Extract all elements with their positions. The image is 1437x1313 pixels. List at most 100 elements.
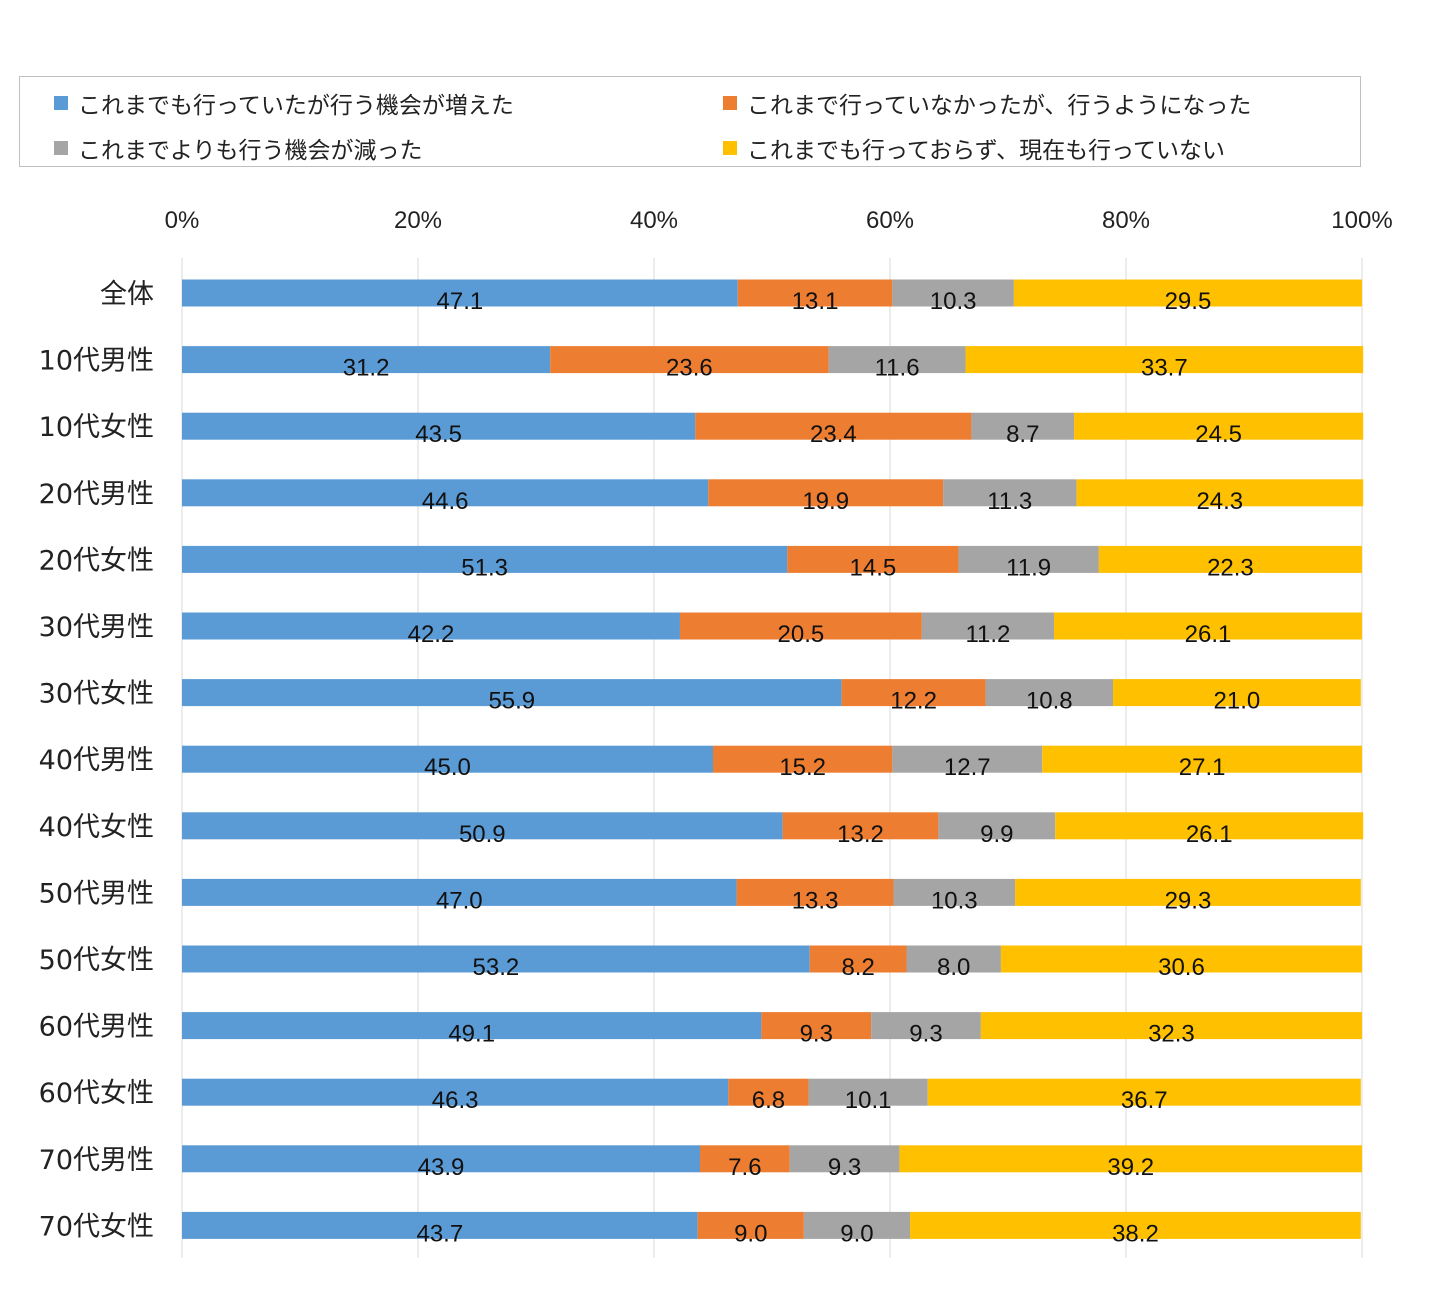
x-tick-label: 60% <box>866 207 914 234</box>
bar-segment <box>927 1078 1361 1106</box>
bar-segment <box>899 1145 1362 1173</box>
data-label: 21.0 <box>1214 688 1261 715</box>
data-label: 29.5 <box>1165 288 1212 315</box>
bar-segment <box>871 1012 981 1040</box>
data-label: 13.1 <box>792 288 839 315</box>
category-label: 50代女性 <box>39 945 154 976</box>
data-label: 42.2 <box>408 621 455 648</box>
data-label: 24.5 <box>1195 421 1242 448</box>
bar-segment <box>182 945 810 973</box>
data-label: 9.0 <box>840 1220 873 1247</box>
bar-segment <box>728 1078 809 1106</box>
data-label: 24.3 <box>1196 488 1243 515</box>
x-tick-label: 0% <box>165 207 200 234</box>
category-label: 70代女性 <box>39 1211 154 1242</box>
data-label: 20.5 <box>778 621 825 648</box>
legend-swatch-never <box>723 141 737 155</box>
bar-segment <box>971 412 1075 440</box>
bar-segment <box>892 745 1043 773</box>
bar-segment <box>679 612 922 640</box>
data-label: 10.8 <box>1026 688 1073 715</box>
data-label: 43.9 <box>418 1154 465 1181</box>
bar-segment <box>182 679 842 707</box>
data-label: 9.3 <box>828 1154 861 1181</box>
data-label: 19.9 <box>802 488 849 515</box>
data-label: 13.2 <box>837 821 884 848</box>
data-label: 9.9 <box>980 821 1013 848</box>
bar-segment <box>550 346 829 374</box>
bar-segment <box>182 346 551 374</box>
category-label: 70代男性 <box>39 1145 154 1176</box>
bar-segment <box>737 279 893 307</box>
data-label: 53.2 <box>473 954 520 981</box>
data-label: 15.2 <box>779 754 826 781</box>
data-label: 44.6 <box>422 488 469 515</box>
category-label: 40代女性 <box>39 812 154 843</box>
legend-label-increased: これまでも行っていたが行う機会が増えた <box>78 93 514 119</box>
x-tick-label: 100% <box>1331 207 1392 234</box>
chart-legend: これまでも行っていたが行う機会が増えた これまで行っていなかったが、行うようにな… <box>19 76 1361 167</box>
data-label: 47.0 <box>436 887 483 914</box>
category-label: 60代男性 <box>39 1012 154 1043</box>
bar-segment <box>182 412 696 440</box>
legend-label-never: これまでも行っておらず、現在も行っていない <box>747 138 1225 164</box>
bar-segment <box>841 679 986 707</box>
bar-segment <box>1000 945 1362 973</box>
legend-item-decreased: これまでよりも行う機会が減った <box>54 131 423 165</box>
bar-segment <box>1076 479 1364 507</box>
data-label: 12.2 <box>890 688 937 715</box>
data-label: 26.1 <box>1186 821 1233 848</box>
bar-segment <box>182 1145 701 1173</box>
data-label: 36.7 <box>1121 1087 1168 1114</box>
bar-segment <box>1074 412 1364 440</box>
data-label: 8.0 <box>937 954 970 981</box>
bar-segment <box>182 1211 698 1239</box>
bar-segment <box>943 479 1077 507</box>
category-label: 20代男性 <box>39 479 154 510</box>
bar-segment <box>787 545 959 573</box>
data-label: 9.0 <box>734 1220 767 1247</box>
bar-segment <box>736 878 894 906</box>
bar-segment <box>985 679 1114 707</box>
bar-segment <box>1113 679 1361 707</box>
bar-segment <box>803 1211 911 1239</box>
bar-segment <box>809 945 907 973</box>
category-label: 40代男性 <box>39 745 154 776</box>
bar-segment <box>1055 812 1364 840</box>
x-tick-label: 20% <box>394 207 442 234</box>
data-label: 47.1 <box>437 288 484 315</box>
data-label: 13.3 <box>792 887 839 914</box>
bar-segment <box>1054 612 1362 640</box>
category-label: 50代男性 <box>39 878 154 909</box>
bar-segment <box>938 812 1056 840</box>
data-label: 29.3 <box>1165 887 1212 914</box>
bar-segment <box>965 346 1364 374</box>
bar-segment <box>182 812 783 840</box>
data-label: 49.1 <box>448 1021 495 1048</box>
legend-swatch-increased <box>54 96 68 110</box>
data-label: 6.8 <box>752 1087 785 1114</box>
data-label: 32.3 <box>1148 1021 1195 1048</box>
bar-segment <box>182 745 713 773</box>
bar-segment <box>893 878 1016 906</box>
data-label: 11.9 <box>1006 554 1051 581</box>
category-label: 30代男性 <box>39 612 154 643</box>
data-label: 46.3 <box>432 1087 479 1114</box>
data-label: 11.6 <box>875 355 920 382</box>
data-label: 23.6 <box>666 355 713 382</box>
bar-segment <box>182 279 738 307</box>
x-tick-label: 80% <box>1102 207 1150 234</box>
x-tick-label: 40% <box>630 207 678 234</box>
bar-segment <box>182 612 680 640</box>
data-label: 8.2 <box>841 954 874 981</box>
bar-segment <box>958 545 1099 573</box>
category-label: 30代女性 <box>39 679 154 710</box>
data-label: 51.3 <box>461 554 508 581</box>
bar-segment <box>713 745 893 773</box>
data-label: 43.7 <box>416 1220 463 1247</box>
bar-segment <box>182 878 737 906</box>
data-label: 31.2 <box>343 355 390 382</box>
bar-segment <box>708 479 944 507</box>
category-label: 10代女性 <box>39 412 154 443</box>
